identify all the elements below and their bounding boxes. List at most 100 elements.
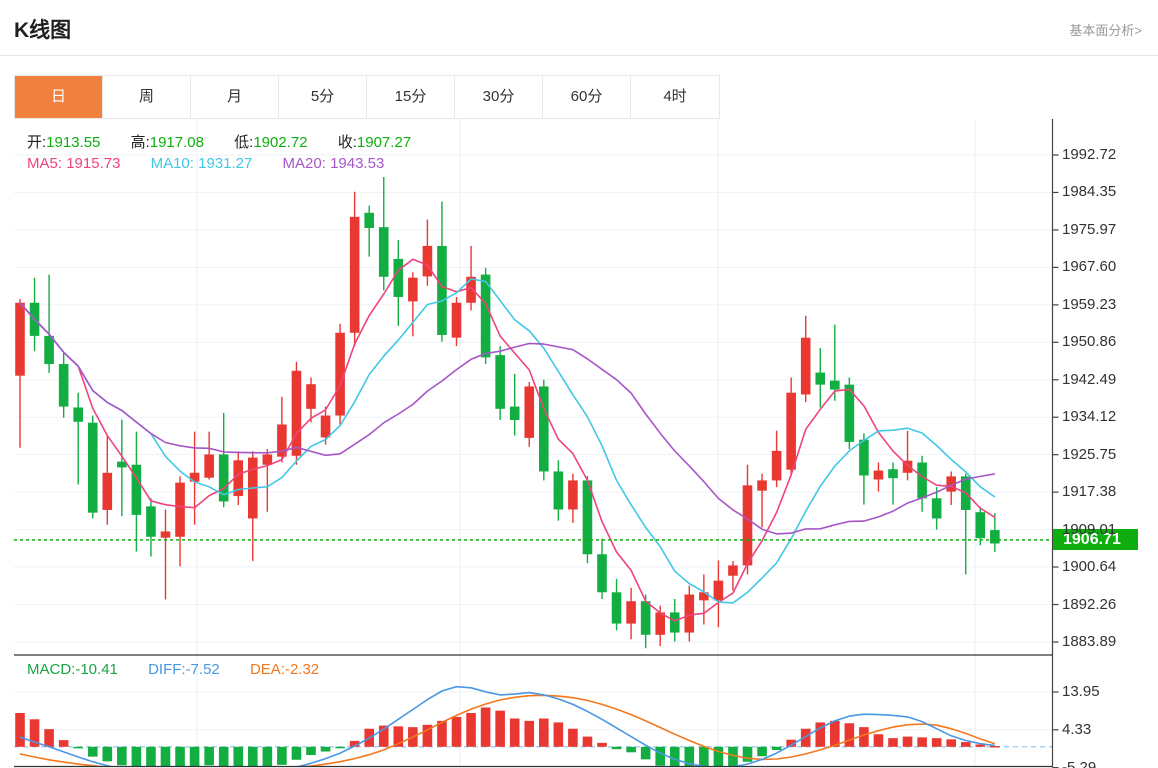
y-axis-label: 1950.86 <box>1062 333 1117 351</box>
tab-item-7[interactable]: 4时 <box>631 76 719 118</box>
y-axis-label: 1959.23 <box>1062 295 1117 313</box>
y-axis-label: 1942.49 <box>1062 370 1117 388</box>
macd-hist-bar <box>378 725 389 747</box>
candle-body <box>146 506 156 537</box>
macd-layer <box>14 685 1053 767</box>
macd-hist-bar <box>58 740 69 747</box>
y-axis-label: 1909.01 <box>1062 520 1117 538</box>
macd-hist-bar <box>349 740 360 747</box>
dea-value: -2.32 <box>284 661 320 678</box>
macd-hist-bar <box>29 719 40 747</box>
candle-body <box>131 464 142 515</box>
macd-hist-bar <box>437 720 447 747</box>
ma20-pair: MA20: 1943.53 <box>283 155 385 172</box>
open-pair: 开:1913.55 <box>27 134 100 151</box>
candle-body <box>58 364 69 407</box>
candle-body <box>349 216 360 333</box>
candle-body <box>175 482 185 537</box>
candle-body <box>233 460 244 497</box>
candle-body <box>728 565 738 576</box>
macd-hist-bar <box>597 742 607 747</box>
macd-hist-bar <box>786 739 796 747</box>
candle-body <box>815 372 826 385</box>
tab-item-4[interactable]: 15分 <box>367 76 455 118</box>
ma10-value: 1931.27 <box>198 155 253 172</box>
macd-hist-bar <box>218 746 229 767</box>
macd-hist-bar <box>451 716 462 747</box>
macd-hist-bar <box>800 728 811 747</box>
macd-hist-bar <box>582 736 593 747</box>
candle-body <box>655 612 665 635</box>
macd-hist-bar <box>728 746 738 767</box>
tab-item-6[interactable]: 60分 <box>543 76 631 118</box>
candle-body <box>408 277 418 302</box>
tab-item-0[interactable]: 日 <box>15 76 103 118</box>
y-axis-label: 1892.26 <box>1062 595 1117 613</box>
candle-body <box>975 512 986 539</box>
ma20-label: MA20: <box>282 155 326 172</box>
candle-body <box>437 245 447 335</box>
candle-body <box>320 415 331 438</box>
macd-value: -10.41 <box>75 661 118 678</box>
candle-body <box>626 601 636 624</box>
macd-hist-bar <box>509 718 520 747</box>
tab-item-5[interactable]: 30分 <box>455 76 543 118</box>
macd-hist-bar <box>553 722 564 747</box>
tab-item-2[interactable]: 月 <box>191 76 279 118</box>
candle-body <box>582 480 593 555</box>
candle-body <box>306 384 316 409</box>
candle-body <box>757 480 767 491</box>
dea-line <box>19 694 996 767</box>
macd-hist-bar <box>888 738 898 747</box>
ma10-line <box>19 278 996 604</box>
macd-hist-bar <box>335 746 345 749</box>
diff-value: -7.52 <box>185 661 220 678</box>
candle-body <box>640 601 651 635</box>
y-axis-label: 1992.72 <box>1062 146 1117 163</box>
macd-hist-bar <box>990 746 1000 748</box>
candle-body <box>495 355 505 409</box>
macd-hist-bar <box>815 722 826 747</box>
macd-hist-bar <box>946 739 956 747</box>
candle-body <box>466 276 476 303</box>
ma5-value: 1915.73 <box>66 155 121 172</box>
candle-body <box>873 470 884 480</box>
close-label: 收: <box>337 134 357 151</box>
candle-body <box>393 258 404 297</box>
candle-body <box>917 462 927 499</box>
macd-hist-bar <box>844 723 855 747</box>
macd-hist-bar <box>204 746 214 766</box>
open-value: 1913.55 <box>46 134 101 151</box>
macd-hist-bar <box>422 724 433 747</box>
dea-label: DEA: <box>249 661 285 678</box>
y-axis-label: 1984.35 <box>1062 183 1117 201</box>
macd-hist-bar <box>771 746 782 750</box>
macd-hist-bar <box>960 742 971 747</box>
macd-pair: MACD:-10.41 <box>27 661 118 678</box>
candle-body <box>800 337 811 395</box>
candle-body <box>262 454 273 465</box>
fundamental-analysis-link[interactable]: 基本面分析> <box>1069 23 1142 38</box>
candle-body <box>451 302 462 338</box>
ma5-pair: MA5: 1915.73 <box>27 155 120 172</box>
ma5-label: MA5: <box>27 155 63 172</box>
candle-body <box>699 592 709 601</box>
macd-hist-bar <box>626 746 636 753</box>
tab-item-1[interactable]: 周 <box>103 76 191 118</box>
macd-hist-bar <box>102 746 113 762</box>
candle-body <box>160 531 171 538</box>
candle-body <box>888 469 898 479</box>
macd-hist-bar <box>175 746 185 767</box>
macd-hist-bar <box>131 746 142 767</box>
macd-label: MACD: <box>27 661 76 678</box>
macd-hist-bar <box>160 746 171 767</box>
y-axis-label: 1967.60 <box>1062 258 1117 276</box>
candle-body <box>859 439 869 476</box>
high-pair: 高:1917.08 <box>131 134 204 151</box>
tab-item-3[interactable]: 5分 <box>279 76 367 118</box>
candle-body <box>902 460 913 473</box>
macd-hist-bar <box>931 738 942 747</box>
candle-body <box>524 386 535 438</box>
candle-body <box>611 592 622 624</box>
